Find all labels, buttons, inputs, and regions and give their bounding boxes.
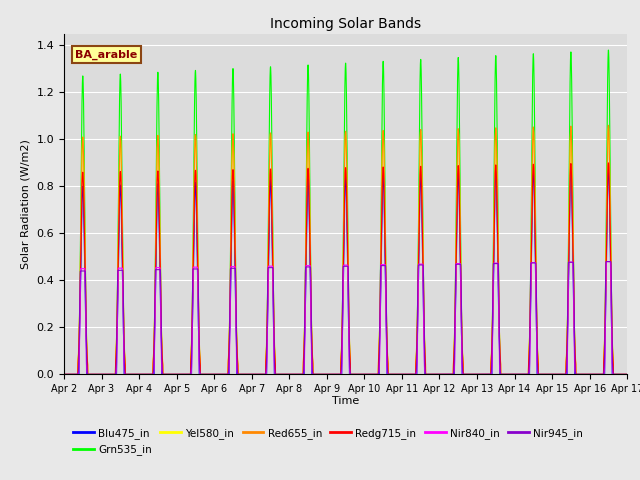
Title: Incoming Solar Bands: Incoming Solar Bands: [270, 17, 421, 31]
Nir945_in: [623, 372, 631, 377]
Redg715_in: [441, 372, 449, 377]
Yel580_in: [623, 372, 631, 377]
Red655_in: [472, 372, 479, 377]
Yel580_in: [605, 125, 612, 131]
Nir840_in: [161, 372, 169, 377]
Blu475_in: [60, 372, 68, 377]
Line: Blu475_in: Blu475_in: [64, 168, 627, 374]
Blu475_in: [623, 372, 630, 377]
Blu475_in: [441, 372, 449, 377]
Blu475_in: [472, 372, 479, 377]
Grn535_in: [623, 372, 631, 377]
Grn535_in: [605, 47, 612, 53]
Legend: Blu475_in, Grn535_in, Yel580_in, Red655_in, Redg715_in, Nir840_in, Nir945_in: Blu475_in, Grn535_in, Yel580_in, Red655_…: [69, 424, 587, 459]
Grn535_in: [623, 372, 630, 377]
Blu475_in: [623, 372, 631, 377]
Nir840_in: [324, 372, 332, 377]
Line: Redg715_in: Redg715_in: [64, 163, 627, 374]
Red655_in: [60, 372, 68, 377]
Nir840_in: [60, 372, 68, 377]
Yel580_in: [324, 372, 332, 377]
Blu475_in: [324, 372, 332, 377]
Yel580_in: [441, 372, 449, 377]
Line: Yel580_in: Yel580_in: [64, 128, 627, 374]
Blu475_in: [605, 165, 612, 170]
Nir945_in: [161, 372, 169, 377]
Line: Nir840_in: Nir840_in: [64, 262, 627, 374]
Red655_in: [623, 372, 631, 377]
Grn535_in: [60, 372, 68, 377]
Nir945_in: [60, 372, 68, 377]
Yel580_in: [472, 372, 479, 377]
Yel580_in: [161, 372, 169, 377]
Nir945_in: [504, 372, 511, 377]
Red655_in: [161, 372, 169, 377]
Blu475_in: [161, 372, 169, 377]
Redg715_in: [605, 160, 612, 166]
Line: Nir945_in: Nir945_in: [64, 262, 627, 374]
Nir945_in: [324, 372, 332, 377]
Nir840_in: [623, 372, 630, 377]
Grn535_in: [161, 372, 169, 377]
Yel580_in: [623, 372, 630, 377]
Y-axis label: Solar Radiation (W/m2): Solar Radiation (W/m2): [21, 139, 31, 269]
Redg715_in: [324, 372, 332, 377]
Nir945_in: [472, 372, 479, 377]
Grn535_in: [472, 372, 479, 377]
Nir945_in: [623, 372, 630, 377]
Nir945_in: [441, 372, 449, 377]
Redg715_in: [504, 372, 511, 377]
Yel580_in: [504, 372, 511, 377]
Nir945_in: [602, 259, 610, 264]
Line: Red655_in: Red655_in: [64, 125, 627, 374]
Nir840_in: [441, 372, 449, 377]
Red655_in: [324, 372, 332, 377]
X-axis label: Time: Time: [332, 396, 359, 406]
Nir840_in: [472, 372, 479, 377]
Text: BA_arable: BA_arable: [76, 49, 138, 60]
Redg715_in: [623, 372, 631, 377]
Grn535_in: [504, 372, 511, 377]
Redg715_in: [60, 372, 68, 377]
Grn535_in: [441, 372, 449, 377]
Redg715_in: [472, 372, 479, 377]
Nir840_in: [623, 372, 631, 377]
Red655_in: [605, 122, 612, 128]
Nir840_in: [603, 259, 611, 264]
Red655_in: [441, 372, 449, 377]
Grn535_in: [324, 372, 332, 377]
Yel580_in: [60, 372, 68, 377]
Redg715_in: [161, 372, 169, 377]
Nir840_in: [504, 372, 511, 377]
Line: Grn535_in: Grn535_in: [64, 50, 627, 374]
Red655_in: [504, 372, 511, 377]
Redg715_in: [623, 372, 630, 377]
Blu475_in: [504, 372, 511, 377]
Red655_in: [623, 372, 630, 377]
